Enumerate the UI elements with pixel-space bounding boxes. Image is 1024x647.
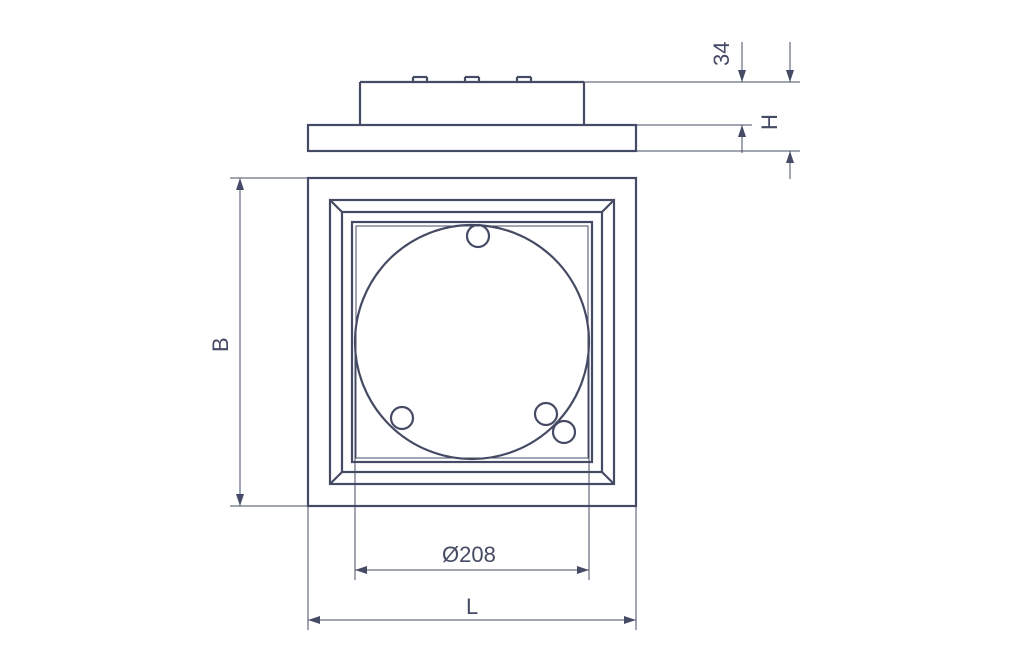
- technical-drawing: 34 H B L Ø208: [0, 0, 1024, 647]
- dim-34-label: 34: [709, 42, 734, 66]
- dim-H-label: H: [757, 114, 782, 130]
- dim-d208-label: Ø208: [442, 542, 496, 567]
- dim-L-label: L: [466, 594, 478, 619]
- dim-B-label: B: [208, 337, 233, 352]
